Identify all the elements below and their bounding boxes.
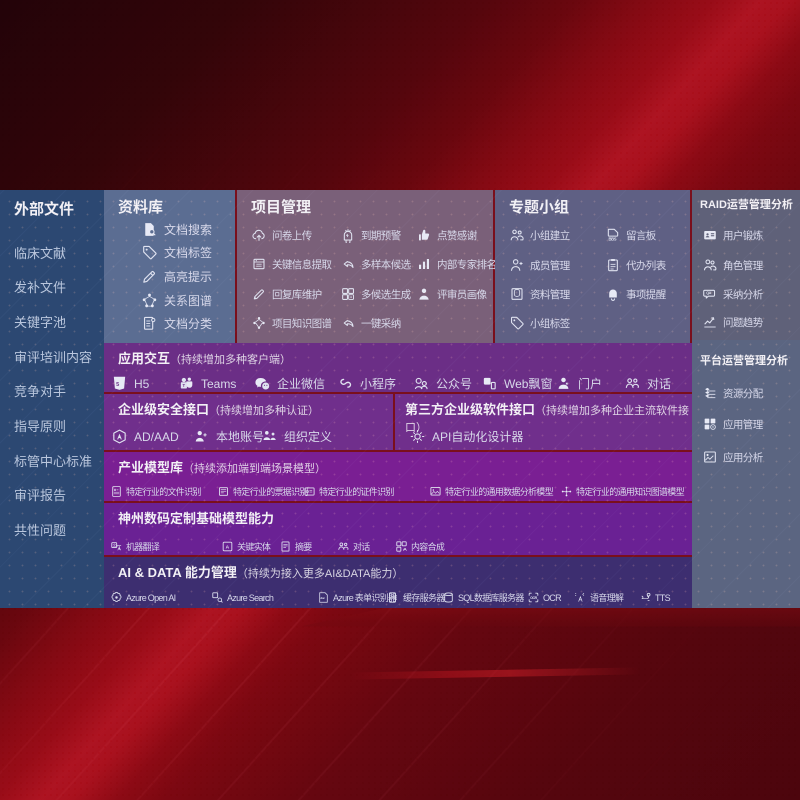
svg-text:OCR: OCR [530, 596, 537, 600]
svg-text:BBS: BBS [609, 237, 617, 242]
svg-text:doc: doc [320, 596, 325, 600]
svg-text:5: 5 [116, 382, 119, 388]
svg-text:A: A [226, 544, 230, 550]
svg-text:T: T [182, 383, 185, 388]
svg-text:文A: 文A [113, 543, 119, 548]
svg-text:QA: QA [706, 291, 711, 295]
